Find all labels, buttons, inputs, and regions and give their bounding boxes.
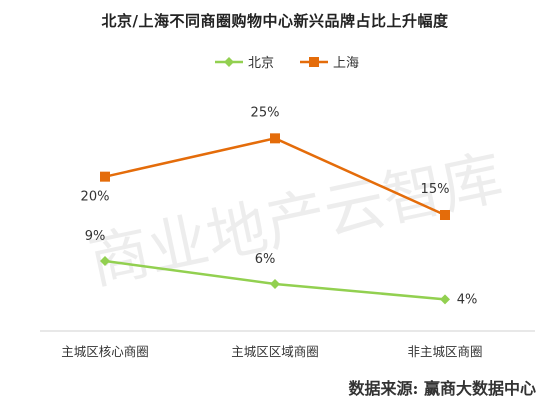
legend-label: 上海 — [333, 56, 359, 71]
data-label: 15% — [421, 182, 450, 197]
x-tick-label: 非主城区商圈 — [407, 344, 482, 359]
data-source-note: 数据来源: 赢商大数据中心 — [348, 379, 536, 398]
legend-label: 北京 — [248, 56, 274, 71]
series-2: 20% 25% 15% — [81, 105, 450, 220]
chart-title: 北京/上海不同商圈购物中心新兴品牌占比上升幅度 — [101, 12, 449, 30]
data-label: 9% — [85, 229, 106, 244]
legend-marker — [309, 57, 319, 67]
data-point-marker — [440, 210, 450, 220]
data-label: 20% — [81, 190, 110, 205]
x-tick-label: 主城区区域商圈 — [231, 344, 319, 359]
data-label: 25% — [251, 105, 280, 120]
data-point-marker — [270, 133, 280, 144]
series-layer: 9% 6% 4% 20% 25% 15% — [81, 105, 478, 307]
watermark-text: 商业地产云智库 — [83, 143, 508, 299]
data-point-marker — [440, 294, 450, 305]
legend-item: 北京 — [215, 56, 274, 71]
legend-item: 上海 — [300, 56, 359, 71]
x-tick-labels: 主城区核心商圈 主城区区域商圈 非主城区商圈 — [61, 344, 482, 359]
data-label: 6% — [255, 252, 276, 267]
data-point-marker — [100, 256, 110, 266]
series-1: 9% 6% 4% — [85, 229, 478, 307]
x-tick-label: 主城区核心商圈 — [61, 344, 149, 359]
legend: 北京 上海 — [215, 56, 359, 71]
data-label: 4% — [457, 292, 478, 307]
data-point-marker — [100, 171, 110, 182]
legend-marker — [224, 57, 234, 67]
data-point-marker — [270, 279, 280, 289]
